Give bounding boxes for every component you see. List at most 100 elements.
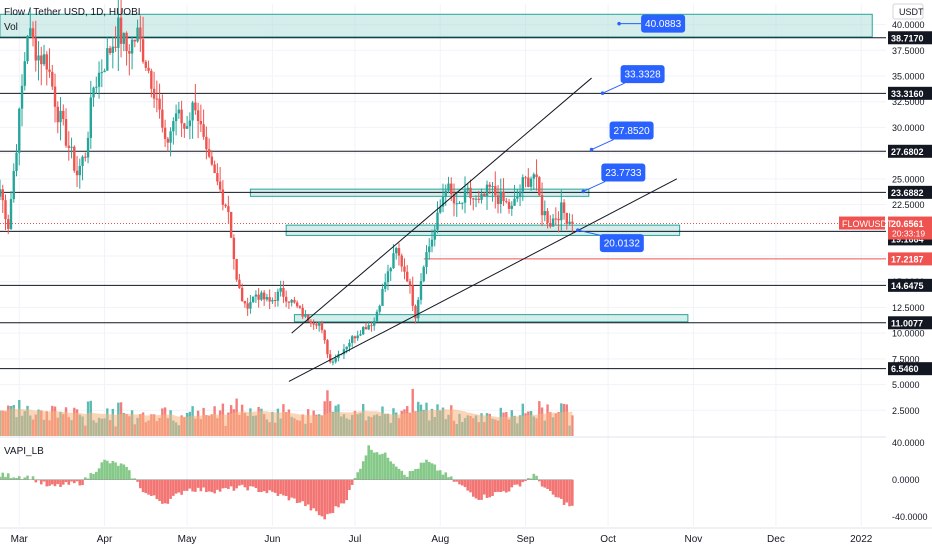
candle[interactable] xyxy=(64,119,68,146)
candle[interactable] xyxy=(428,246,431,253)
candle[interactable] xyxy=(304,314,307,317)
candle[interactable] xyxy=(265,297,269,300)
candle[interactable] xyxy=(549,223,552,227)
candle[interactable] xyxy=(12,171,15,200)
candle[interactable] xyxy=(395,248,398,254)
candle[interactable] xyxy=(494,186,497,196)
candle[interactable] xyxy=(89,97,93,138)
candle[interactable] xyxy=(177,109,181,114)
candle[interactable] xyxy=(20,85,24,109)
candle[interactable] xyxy=(240,287,244,302)
candle[interactable] xyxy=(417,299,420,319)
candle[interactable] xyxy=(185,126,189,129)
zone-rect[interactable] xyxy=(285,224,681,236)
candle[interactable] xyxy=(538,177,541,196)
candle[interactable] xyxy=(97,72,101,87)
candle[interactable] xyxy=(152,88,156,99)
candle[interactable] xyxy=(290,299,293,303)
candle[interactable] xyxy=(491,186,494,188)
candle[interactable] xyxy=(293,299,296,303)
candle[interactable] xyxy=(141,39,145,62)
candle[interactable] xyxy=(510,205,513,209)
candle[interactable] xyxy=(7,219,10,229)
candle[interactable] xyxy=(34,38,37,61)
candle[interactable] xyxy=(477,198,480,200)
candle[interactable] xyxy=(513,198,516,206)
target-label-box[interactable] xyxy=(609,121,654,140)
candle[interactable] xyxy=(554,218,558,220)
candle[interactable] xyxy=(356,335,359,339)
candle[interactable] xyxy=(158,98,161,110)
candle[interactable] xyxy=(543,211,547,216)
trendline[interactable] xyxy=(291,77,592,334)
candle[interactable] xyxy=(521,177,524,192)
candle[interactable] xyxy=(163,127,167,139)
candle[interactable] xyxy=(188,120,192,127)
candle[interactable] xyxy=(196,110,200,122)
candle[interactable] xyxy=(562,202,566,213)
candle[interactable] xyxy=(75,170,79,176)
candle[interactable] xyxy=(166,138,170,143)
candle[interactable] xyxy=(260,292,263,300)
candle[interactable] xyxy=(408,281,412,286)
candle[interactable] xyxy=(474,198,478,200)
candle[interactable] xyxy=(232,237,236,260)
candle[interactable] xyxy=(436,212,439,230)
candle[interactable] xyxy=(480,193,483,200)
candle[interactable] xyxy=(502,191,505,202)
candle[interactable] xyxy=(326,340,329,355)
candle[interactable] xyxy=(516,196,519,199)
candle[interactable] xyxy=(458,202,461,204)
currency-button[interactable] xyxy=(892,3,924,20)
candle[interactable] xyxy=(472,198,475,200)
candle[interactable] xyxy=(362,327,365,335)
candle[interactable] xyxy=(315,324,318,326)
candle[interactable] xyxy=(370,325,373,327)
candle[interactable] xyxy=(117,17,120,48)
candle[interactable] xyxy=(48,69,51,72)
target-label-box[interactable] xyxy=(620,65,665,84)
candle[interactable] xyxy=(1,189,4,201)
candle[interactable] xyxy=(18,108,21,153)
candle[interactable] xyxy=(56,106,59,123)
candle[interactable] xyxy=(345,346,348,350)
candle[interactable] xyxy=(40,55,43,65)
candle[interactable] xyxy=(194,102,197,111)
candle[interactable] xyxy=(95,86,98,88)
candle[interactable] xyxy=(328,354,332,362)
candle[interactable] xyxy=(125,32,128,52)
candle[interactable] xyxy=(227,206,230,212)
candle[interactable] xyxy=(251,296,255,303)
candle[interactable] xyxy=(422,266,425,282)
candle[interactable] xyxy=(518,191,522,197)
candle[interactable] xyxy=(381,288,384,306)
candle[interactable] xyxy=(271,300,274,302)
candle[interactable] xyxy=(243,301,247,304)
volume-legend[interactable]: Vol xyxy=(4,22,18,33)
candle[interactable] xyxy=(268,297,271,302)
candle[interactable] xyxy=(375,311,379,321)
candle[interactable] xyxy=(565,212,569,224)
candle[interactable] xyxy=(229,211,233,238)
candle[interactable] xyxy=(224,204,227,207)
candle[interactable] xyxy=(463,190,467,203)
candle[interactable] xyxy=(317,322,321,326)
candle[interactable] xyxy=(323,330,326,341)
candle[interactable] xyxy=(106,48,109,71)
candle[interactable] xyxy=(331,361,335,363)
candle[interactable] xyxy=(353,336,357,339)
candle[interactable] xyxy=(26,35,29,62)
candle[interactable] xyxy=(108,48,112,54)
candle[interactable] xyxy=(161,109,164,128)
candle[interactable] xyxy=(546,211,549,224)
candle[interactable] xyxy=(527,177,530,187)
candle[interactable] xyxy=(23,61,26,86)
candle[interactable] xyxy=(31,28,35,39)
candle[interactable] xyxy=(350,336,354,343)
candle[interactable] xyxy=(389,268,392,272)
candle[interactable] xyxy=(246,303,249,309)
candle[interactable] xyxy=(114,46,117,48)
candle[interactable] xyxy=(254,294,258,297)
candle[interactable] xyxy=(433,229,436,240)
